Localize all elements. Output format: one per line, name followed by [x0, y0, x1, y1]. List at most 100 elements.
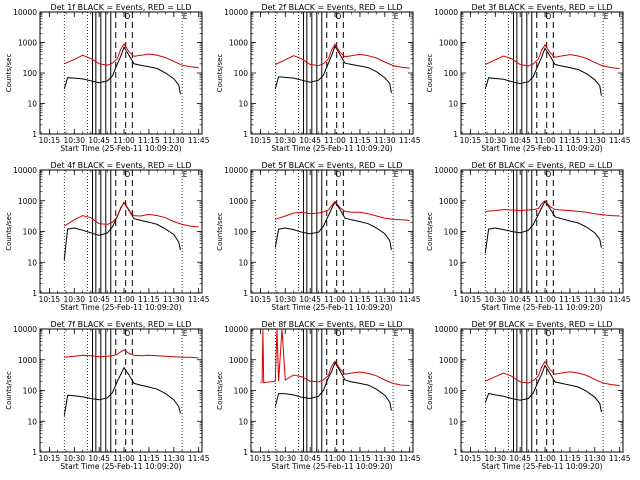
y-tick-label: 10 [238, 100, 248, 109]
y-tick-label: 1000 [229, 356, 248, 365]
x-axis-label: Start Time (25-Feb-11 10:09:20) [60, 303, 181, 312]
x-tick-label: 11:00 [113, 295, 135, 304]
marker-o: O [124, 12, 130, 21]
y-tick-label: 10 [27, 417, 37, 426]
x-axis-label: Start Time (25-Feb-11 10:09:20) [60, 462, 181, 471]
y-tick-label: 1000 [439, 197, 458, 206]
x-tick-label: 10:45 [509, 136, 531, 145]
lld-series-line [64, 201, 199, 228]
marker-o: O [545, 329, 551, 338]
panel-title: Det 9f BLACK = Events, RED = LLD [471, 320, 612, 329]
x-tick-label: 11:30 [163, 136, 185, 145]
panel-title: Det 4f BLACK = Events, RED = LLD [50, 161, 191, 170]
events-series-line [63, 201, 181, 260]
y-tick-label: 100 [23, 387, 38, 396]
lld-series-line [260, 328, 410, 386]
y-axis-label: Counts/sec [426, 371, 434, 410]
y-axis-label: Counts/sec [216, 54, 224, 93]
y-tick-label: 10 [238, 417, 248, 426]
x-axis-label: Start Time (25-Feb-11 10:09:20) [271, 144, 392, 153]
y-tick-label: 100 [23, 69, 38, 78]
x-tick-label: 11:30 [374, 454, 396, 463]
panel-det-7: Det 7f BLACK = Events, RED = LLD 1 10 100 10… [5, 320, 210, 471]
y-tick-label: 10 [27, 100, 37, 109]
lld-series-line [485, 200, 620, 217]
panel-det-9: Det 9f BLACK = Events, RED = LLD 1 10 100 10… [426, 320, 631, 471]
lld-series-line [64, 349, 199, 359]
y-tick-label: 10000 [13, 166, 37, 175]
y-tick-label: 100 [444, 228, 459, 237]
y-tick-label: 10 [448, 258, 458, 267]
x-tick-label: 11:15 [559, 454, 581, 463]
x-tick-label: 11:45 [188, 136, 210, 145]
y-tick-label: 10000 [434, 166, 458, 175]
marker-o: O [335, 170, 341, 179]
y-tick-label: 10 [27, 258, 37, 267]
x-tick-label: 10:45 [88, 295, 110, 304]
y-tick-label: 1 [32, 289, 37, 298]
panel-title: Det 3f BLACK = Events, RED = LLD [471, 3, 612, 12]
x-tick-label: 11:45 [609, 136, 631, 145]
x-tick-label: 10:45 [299, 295, 321, 304]
y-axis-label: Counts/sec [5, 54, 13, 93]
x-tick-label: 11:00 [113, 136, 135, 145]
panel-title: Det 7f BLACK = Events, RED = LLD [50, 320, 191, 329]
x-tick-label: 10:30 [63, 454, 85, 463]
x-axis-label: Start Time (25-Feb-11 10:09:20) [271, 462, 392, 471]
y-tick-label: 1000 [439, 39, 458, 48]
x-tick-label: 10:15 [460, 454, 482, 463]
x-tick-label: 11:30 [163, 454, 185, 463]
panel-det-3: Det 3f BLACK = Events, RED = LLD 1 10 100 10… [426, 3, 631, 153]
marker-e: E [394, 329, 399, 338]
y-axis-label: Counts/sec [5, 212, 13, 251]
y-tick-label: 10000 [13, 8, 37, 17]
marker-e: E [183, 329, 188, 338]
x-tick-label: 11:15 [559, 295, 581, 304]
x-tick-label: 10:30 [63, 295, 85, 304]
x-tick-label: 10:30 [484, 454, 506, 463]
y-tick-label: 1000 [18, 356, 37, 365]
marker-o: O [335, 329, 341, 338]
panel-title: Det 1f BLACK = Events, RED = LLD [50, 3, 191, 12]
panel-det-4: Det 4f BLACK = Events, RED = LLD 1 10 100 10… [5, 161, 210, 312]
x-tick-label: 11:15 [349, 295, 371, 304]
x-tick-label: 10:30 [274, 454, 296, 463]
marker-o: O [335, 12, 341, 21]
marker-e: E [183, 12, 188, 21]
x-tick-label: 11:30 [584, 295, 606, 304]
panel-det-6: Det 6f BLACK = Events, RED = LLD 1 10 100 10… [426, 161, 631, 312]
marker-o: O [124, 329, 130, 338]
y-axis-label: Counts/sec [216, 371, 224, 410]
events-series-line [484, 47, 602, 96]
x-tick-label: 11:30 [374, 136, 396, 145]
marker-e: E [604, 12, 609, 21]
x-axis-label: Start Time (25-Feb-11 10:09:20) [481, 303, 602, 312]
y-tick-label: 1 [32, 448, 37, 457]
panel-title: Det 6f BLACK = Events, RED = LLD [471, 161, 612, 170]
x-tick-label: 10:45 [509, 295, 531, 304]
marker-o: O [545, 12, 551, 21]
y-axis-label: Counts/sec [216, 212, 224, 251]
x-tick-label: 11:45 [609, 454, 631, 463]
x-tick-label: 11:45 [609, 295, 631, 304]
x-axis-label: Start Time (25-Feb-11 10:09:20) [60, 144, 181, 153]
x-tick-label: 11:45 [188, 295, 210, 304]
x-axis-label: Start Time (25-Feb-11 10:09:20) [271, 303, 392, 312]
y-axis-label: Counts/sec [5, 371, 13, 410]
panel-title: Det 8f BLACK = Events, RED = LLD [261, 320, 402, 329]
x-tick-label: 10:15 [39, 454, 61, 463]
y-tick-label: 1000 [229, 39, 248, 48]
y-tick-label: 100 [234, 387, 249, 396]
y-tick-label: 100 [23, 228, 38, 237]
x-tick-label: 11:00 [113, 454, 135, 463]
events-series-line [63, 46, 181, 95]
y-axis-label: Counts/sec [426, 212, 434, 251]
y-axis-label: Counts/sec [426, 54, 434, 93]
x-tick-label: 10:15 [250, 454, 272, 463]
y-tick-label: 10000 [224, 8, 248, 17]
x-tick-label: 10:45 [509, 454, 531, 463]
x-axis-label: Start Time (25-Feb-11 10:09:20) [481, 462, 602, 471]
marker-e: E [183, 170, 188, 179]
panel-title: Det 2f BLACK = Events, RED = LLD [261, 3, 402, 12]
y-tick-label: 1000 [18, 39, 37, 48]
